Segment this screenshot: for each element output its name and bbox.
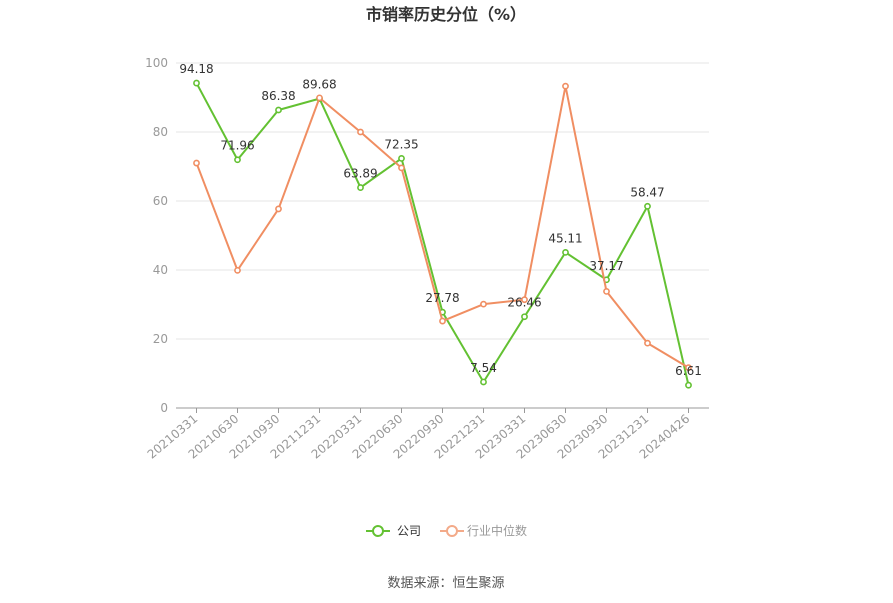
chart-title: 市销率历史分位（%） [366, 5, 526, 24]
data-label: 86.38 [261, 89, 295, 103]
data-label: 94.18 [179, 62, 213, 76]
data-point [480, 300, 487, 308]
data-point [603, 287, 610, 295]
legend-item-industry-median[interactable]: 行业中位数 [440, 523, 527, 538]
data-point [234, 156, 241, 164]
legend-label-company: 公司 [397, 524, 421, 538]
data-point [685, 364, 692, 372]
legend-item-company[interactable]: 公司 [366, 524, 421, 538]
series-line-0 [195, 82, 690, 386]
legend-circle-icon [446, 525, 458, 537]
data-label: 27.78 [425, 291, 459, 305]
data-label: 71.96 [220, 139, 254, 153]
data-point [521, 296, 528, 304]
y-tick-label: 0 [160, 401, 168, 415]
source-note: 数据来源：恒生聚源 [387, 576, 504, 591]
data-label: 6.61 [675, 364, 702, 378]
grid-lines [176, 62, 709, 340]
data-point [644, 339, 651, 347]
y-tick-label: 20 [153, 332, 168, 346]
legend: 公司 行业中位数 [366, 523, 527, 538]
data-point [193, 159, 200, 167]
data-point [234, 266, 241, 274]
data-point [685, 381, 692, 389]
data-point [562, 248, 569, 256]
y-tick-label: 80 [153, 125, 168, 139]
data-point [480, 378, 487, 386]
data-label: 72.35 [384, 137, 418, 151]
y-tick-label: 60 [153, 194, 168, 208]
data-label: 26.46 [507, 296, 541, 310]
data-label: 45.11 [548, 231, 582, 245]
data-point [275, 205, 282, 213]
data-point [193, 79, 200, 87]
data-point [275, 106, 282, 114]
data-label: 58.47 [630, 185, 664, 199]
data-point [316, 94, 323, 102]
data-label: 7.54 [470, 361, 497, 375]
y-tick-label: 100 [145, 56, 168, 70]
legend-label-industry-median: 行业中位数 [467, 523, 527, 538]
data-label: 63.89 [343, 167, 377, 181]
data-point [398, 154, 405, 162]
data-point [357, 128, 364, 136]
data-label: 37.17 [589, 259, 623, 273]
data-point [521, 313, 528, 321]
legend-circle-icon [372, 525, 384, 537]
series-line-1 [195, 85, 690, 369]
data-point [644, 202, 651, 210]
data-point [357, 184, 364, 191]
data-label: 89.68 [302, 78, 336, 92]
y-tick-label: 40 [153, 263, 168, 277]
data-point [398, 164, 405, 172]
series-lines [193, 79, 692, 389]
data-point [439, 317, 446, 325]
data-point [562, 82, 569, 90]
data-labels: 94.18 71.96 86.38 89.68 63.89 72.35 27.78 7.54 2… [179, 62, 702, 378]
